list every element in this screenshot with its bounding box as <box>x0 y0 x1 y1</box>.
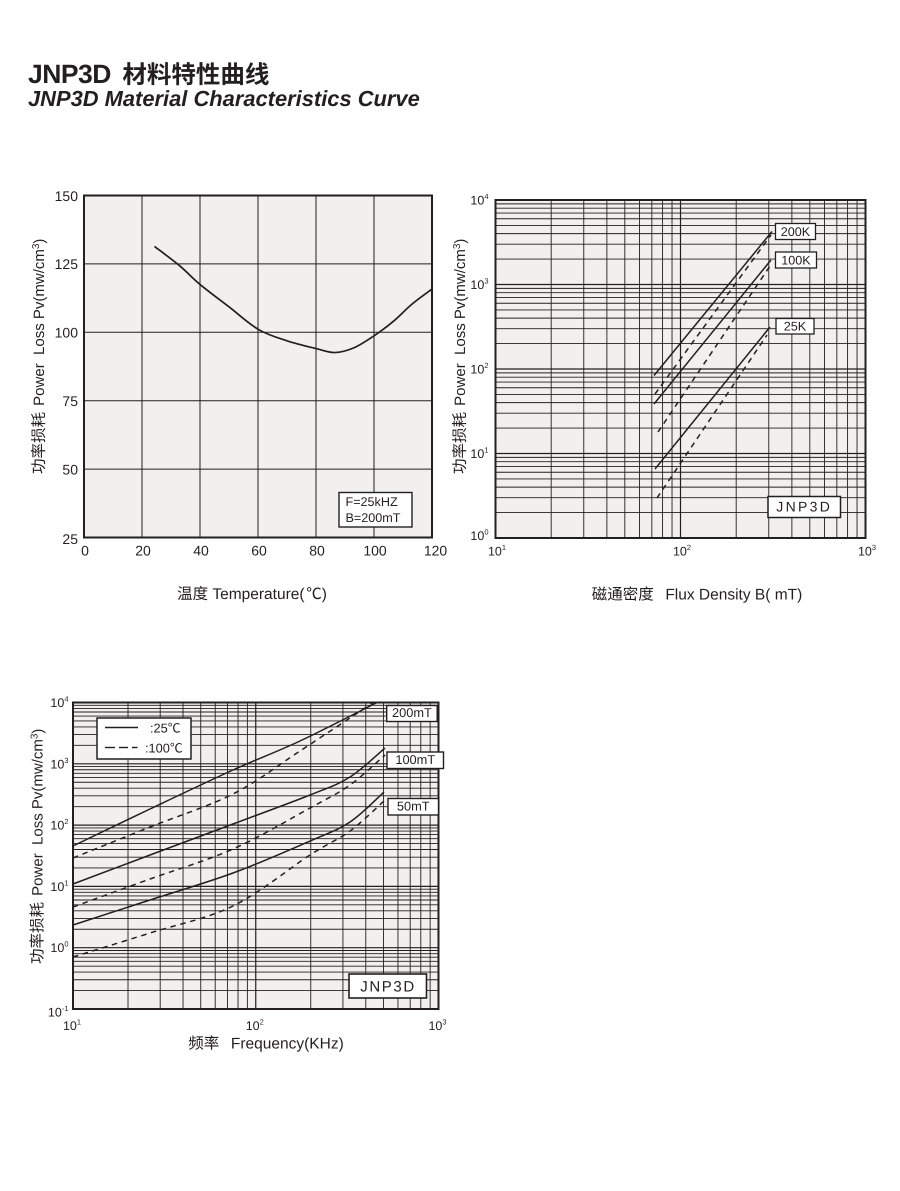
svg-text:102: 102 <box>50 817 68 833</box>
svg-text:Temperature(: Temperature( <box>208 586 305 603</box>
svg-text:104: 104 <box>470 192 488 208</box>
svg-text:100: 100 <box>363 543 387 559</box>
svg-text:102: 102 <box>673 543 691 559</box>
svg-text:200mT: 200mT <box>392 705 432 720</box>
svg-text:200K: 200K <box>781 225 811 239</box>
svg-text:103: 103 <box>50 756 68 772</box>
svg-text:125: 125 <box>55 256 79 272</box>
svg-text:100mT: 100mT <box>395 752 435 767</box>
svg-text:101: 101 <box>63 1018 81 1034</box>
svg-text:JNP3D: JNP3D <box>776 499 832 515</box>
svg-text:101: 101 <box>470 446 488 462</box>
svg-text:B=200mT: B=200mT <box>346 511 401 525</box>
svg-text:104: 104 <box>50 695 68 711</box>
svg-text:Frequency(KHz): Frequency(KHz) <box>222 1036 343 1053</box>
svg-text:103: 103 <box>428 1018 446 1034</box>
svg-text:102: 102 <box>246 1018 264 1034</box>
svg-text:150: 150 <box>55 188 79 204</box>
svg-text:40: 40 <box>193 543 209 559</box>
svg-text:Flux Density B( mT): Flux Density B( mT) <box>657 587 803 604</box>
svg-text:101: 101 <box>50 878 68 894</box>
svg-text:20: 20 <box>135 543 151 559</box>
svg-text:): ) <box>322 586 327 603</box>
svg-text:103: 103 <box>470 277 488 293</box>
svg-text::25: :25 <box>150 721 168 736</box>
svg-text::100: :100 <box>145 741 170 756</box>
svg-text:100K: 100K <box>781 254 811 268</box>
svg-text:0: 0 <box>81 543 89 559</box>
svg-text:50mT: 50mT <box>397 799 430 814</box>
svg-text:JNP3D: JNP3D <box>28 59 111 89</box>
svg-text:JNP3D Material Characteristics: JNP3D Material Characteristics Curve <box>28 86 420 111</box>
svg-text:75: 75 <box>62 393 78 409</box>
svg-text:80: 80 <box>309 543 325 559</box>
svg-text:Power Loss Pv(mw/cm3): Power Loss Pv(mw/cm3) <box>30 729 47 900</box>
svg-text:102: 102 <box>470 361 488 377</box>
svg-text:103: 103 <box>858 543 876 559</box>
svg-text:100: 100 <box>55 325 79 341</box>
svg-text:25: 25 <box>62 531 78 547</box>
svg-text:JNP3D: JNP3D <box>360 979 416 996</box>
svg-text:25K: 25K <box>784 320 807 334</box>
svg-text:F=25kHZ: F=25kHZ <box>346 495 398 509</box>
svg-text:60: 60 <box>251 543 267 559</box>
svg-text:Power Loss Pv(mw/cm3): Power Loss Pv(mw/cm3) <box>452 239 469 410</box>
svg-text:100: 100 <box>470 528 488 544</box>
svg-text:Power Loss Pv(mw/cm3): Power Loss Pv(mw/cm3) <box>31 239 48 410</box>
svg-text:100: 100 <box>50 940 68 956</box>
svg-text:101: 101 <box>488 543 506 559</box>
svg-text:120: 120 <box>424 543 448 559</box>
svg-text:50: 50 <box>62 461 78 477</box>
